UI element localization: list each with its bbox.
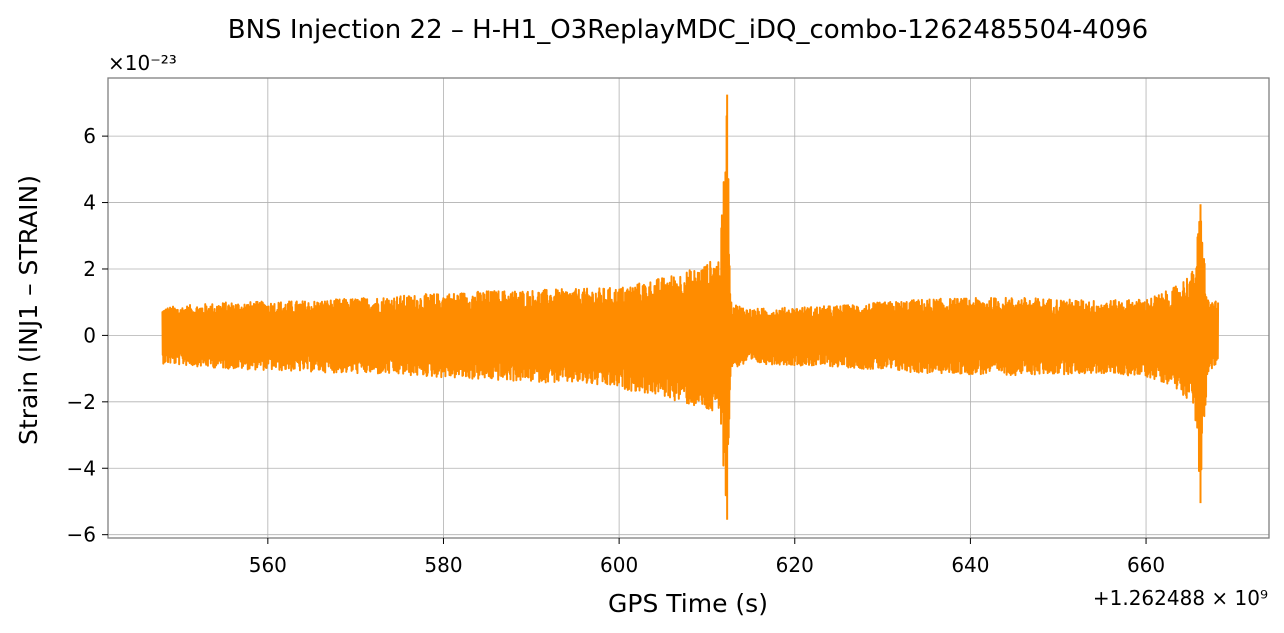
axis-ticks: 560 580 600 620 640 660 −6 −4 −2 0 2 4 6	[67, 124, 1166, 577]
y-tick-label: 2	[83, 257, 96, 281]
y-tick-label: −4	[67, 456, 96, 480]
y-axis-label: Strain (INJ1 – STRAIN)	[14, 175, 43, 445]
x-tick-label: 560	[249, 553, 287, 577]
data-series	[161, 94, 1220, 520]
strain-series-line	[161, 94, 1220, 520]
y-tick-label: 0	[83, 323, 96, 347]
x-tick-label: 620	[776, 553, 814, 577]
y-multiplier-label: ×10⁻²³	[108, 51, 177, 75]
y-tick-label: −2	[67, 390, 96, 414]
x-tick-label: 640	[951, 553, 989, 577]
chart-title: BNS Injection 22 – H-H1_O3ReplayMDC_iDQ_…	[228, 15, 1148, 45]
x-axis-label: GPS Time (s)	[608, 589, 768, 618]
x-tick-label: 660	[1127, 553, 1165, 577]
x-offset-label: +1.262488 × 10⁹	[1093, 586, 1268, 610]
y-tick-label: −6	[67, 523, 96, 547]
y-tick-label: 4	[83, 191, 96, 215]
y-tick-label: 6	[83, 124, 96, 148]
x-tick-label: 600	[600, 553, 638, 577]
x-tick-label: 580	[424, 553, 462, 577]
plot-frame	[107, 77, 1270, 539]
